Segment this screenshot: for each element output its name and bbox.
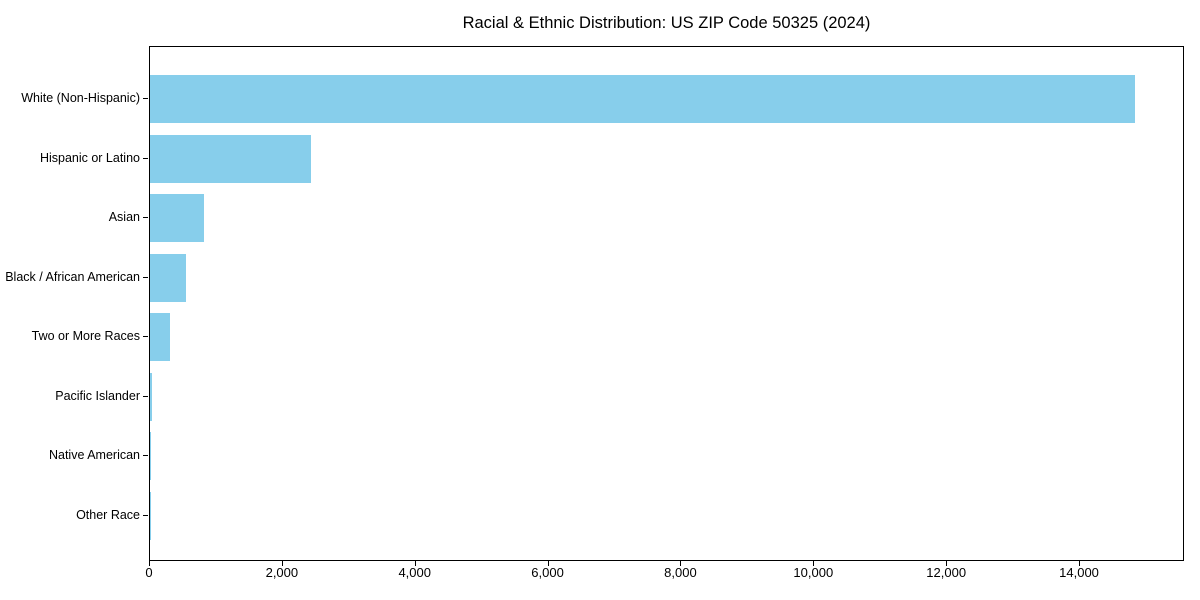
y-tick-mark (143, 217, 148, 218)
x-tick-label-8000: 8,000 (664, 565, 697, 580)
y-tick-label-two-or-more-races: Two or More Races (31, 329, 140, 343)
x-tick-label-12000: 12,000 (926, 565, 967, 580)
y-tick-label-pacific-islander: Pacific Islander (55, 388, 140, 403)
x-tick-label-14000: 14,000 (1059, 565, 1099, 580)
plot-area (149, 46, 1184, 561)
x-tick-mark (1079, 561, 1081, 566)
x-tick-label-0: 0 (145, 565, 153, 580)
x-tick-mark (149, 561, 150, 566)
y-tick-mark (143, 514, 148, 516)
bar-hispanic-or-latino (150, 134, 312, 183)
y-tick-mark (143, 157, 148, 159)
y-tick-label-asian: Asian (108, 210, 140, 224)
y-tick-label-white-non-hispanic: White (Non-Hispanic) (21, 91, 140, 105)
bar-pacific-islander (150, 372, 152, 421)
chart-title: Racial & Ethnic Distribution: US ZIP Cod… (462, 14, 871, 32)
bar-other-race (150, 491, 151, 540)
x-tick-mark (680, 561, 682, 566)
x-tick-label-10000: 10,000 (793, 565, 834, 580)
y-tick-mark (143, 455, 148, 456)
bar-black-african-american (150, 253, 186, 302)
x-tick-label-2000: 2,000 (265, 565, 299, 580)
y-tick-label-hispanic-or-latino: Hispanic or Latino (39, 150, 140, 165)
bar-asian (150, 194, 204, 242)
x-tick-mark (946, 561, 948, 566)
x-tick-mark (281, 561, 283, 566)
y-tick-mark (143, 276, 148, 278)
x-tick-label-6000: 6,000 (531, 565, 564, 580)
y-tick-label-native-american: Native American (48, 448, 140, 462)
y-tick-label-black-african-american: Black / African American (5, 269, 140, 284)
bar-native-american (150, 432, 152, 480)
y-tick-mark (143, 395, 148, 397)
y-tick-mark (143, 98, 148, 99)
x-tick-mark (414, 561, 416, 566)
x-tick-mark (813, 561, 815, 566)
y-tick-label-other-race: Other Race (76, 507, 140, 522)
bar-white-non-hispanic (150, 75, 1135, 123)
y-tick-mark (143, 336, 148, 337)
x-tick-mark (547, 561, 549, 566)
bar-two-or-more-races (150, 313, 171, 361)
x-tick-label-4000: 4,000 (398, 565, 431, 580)
